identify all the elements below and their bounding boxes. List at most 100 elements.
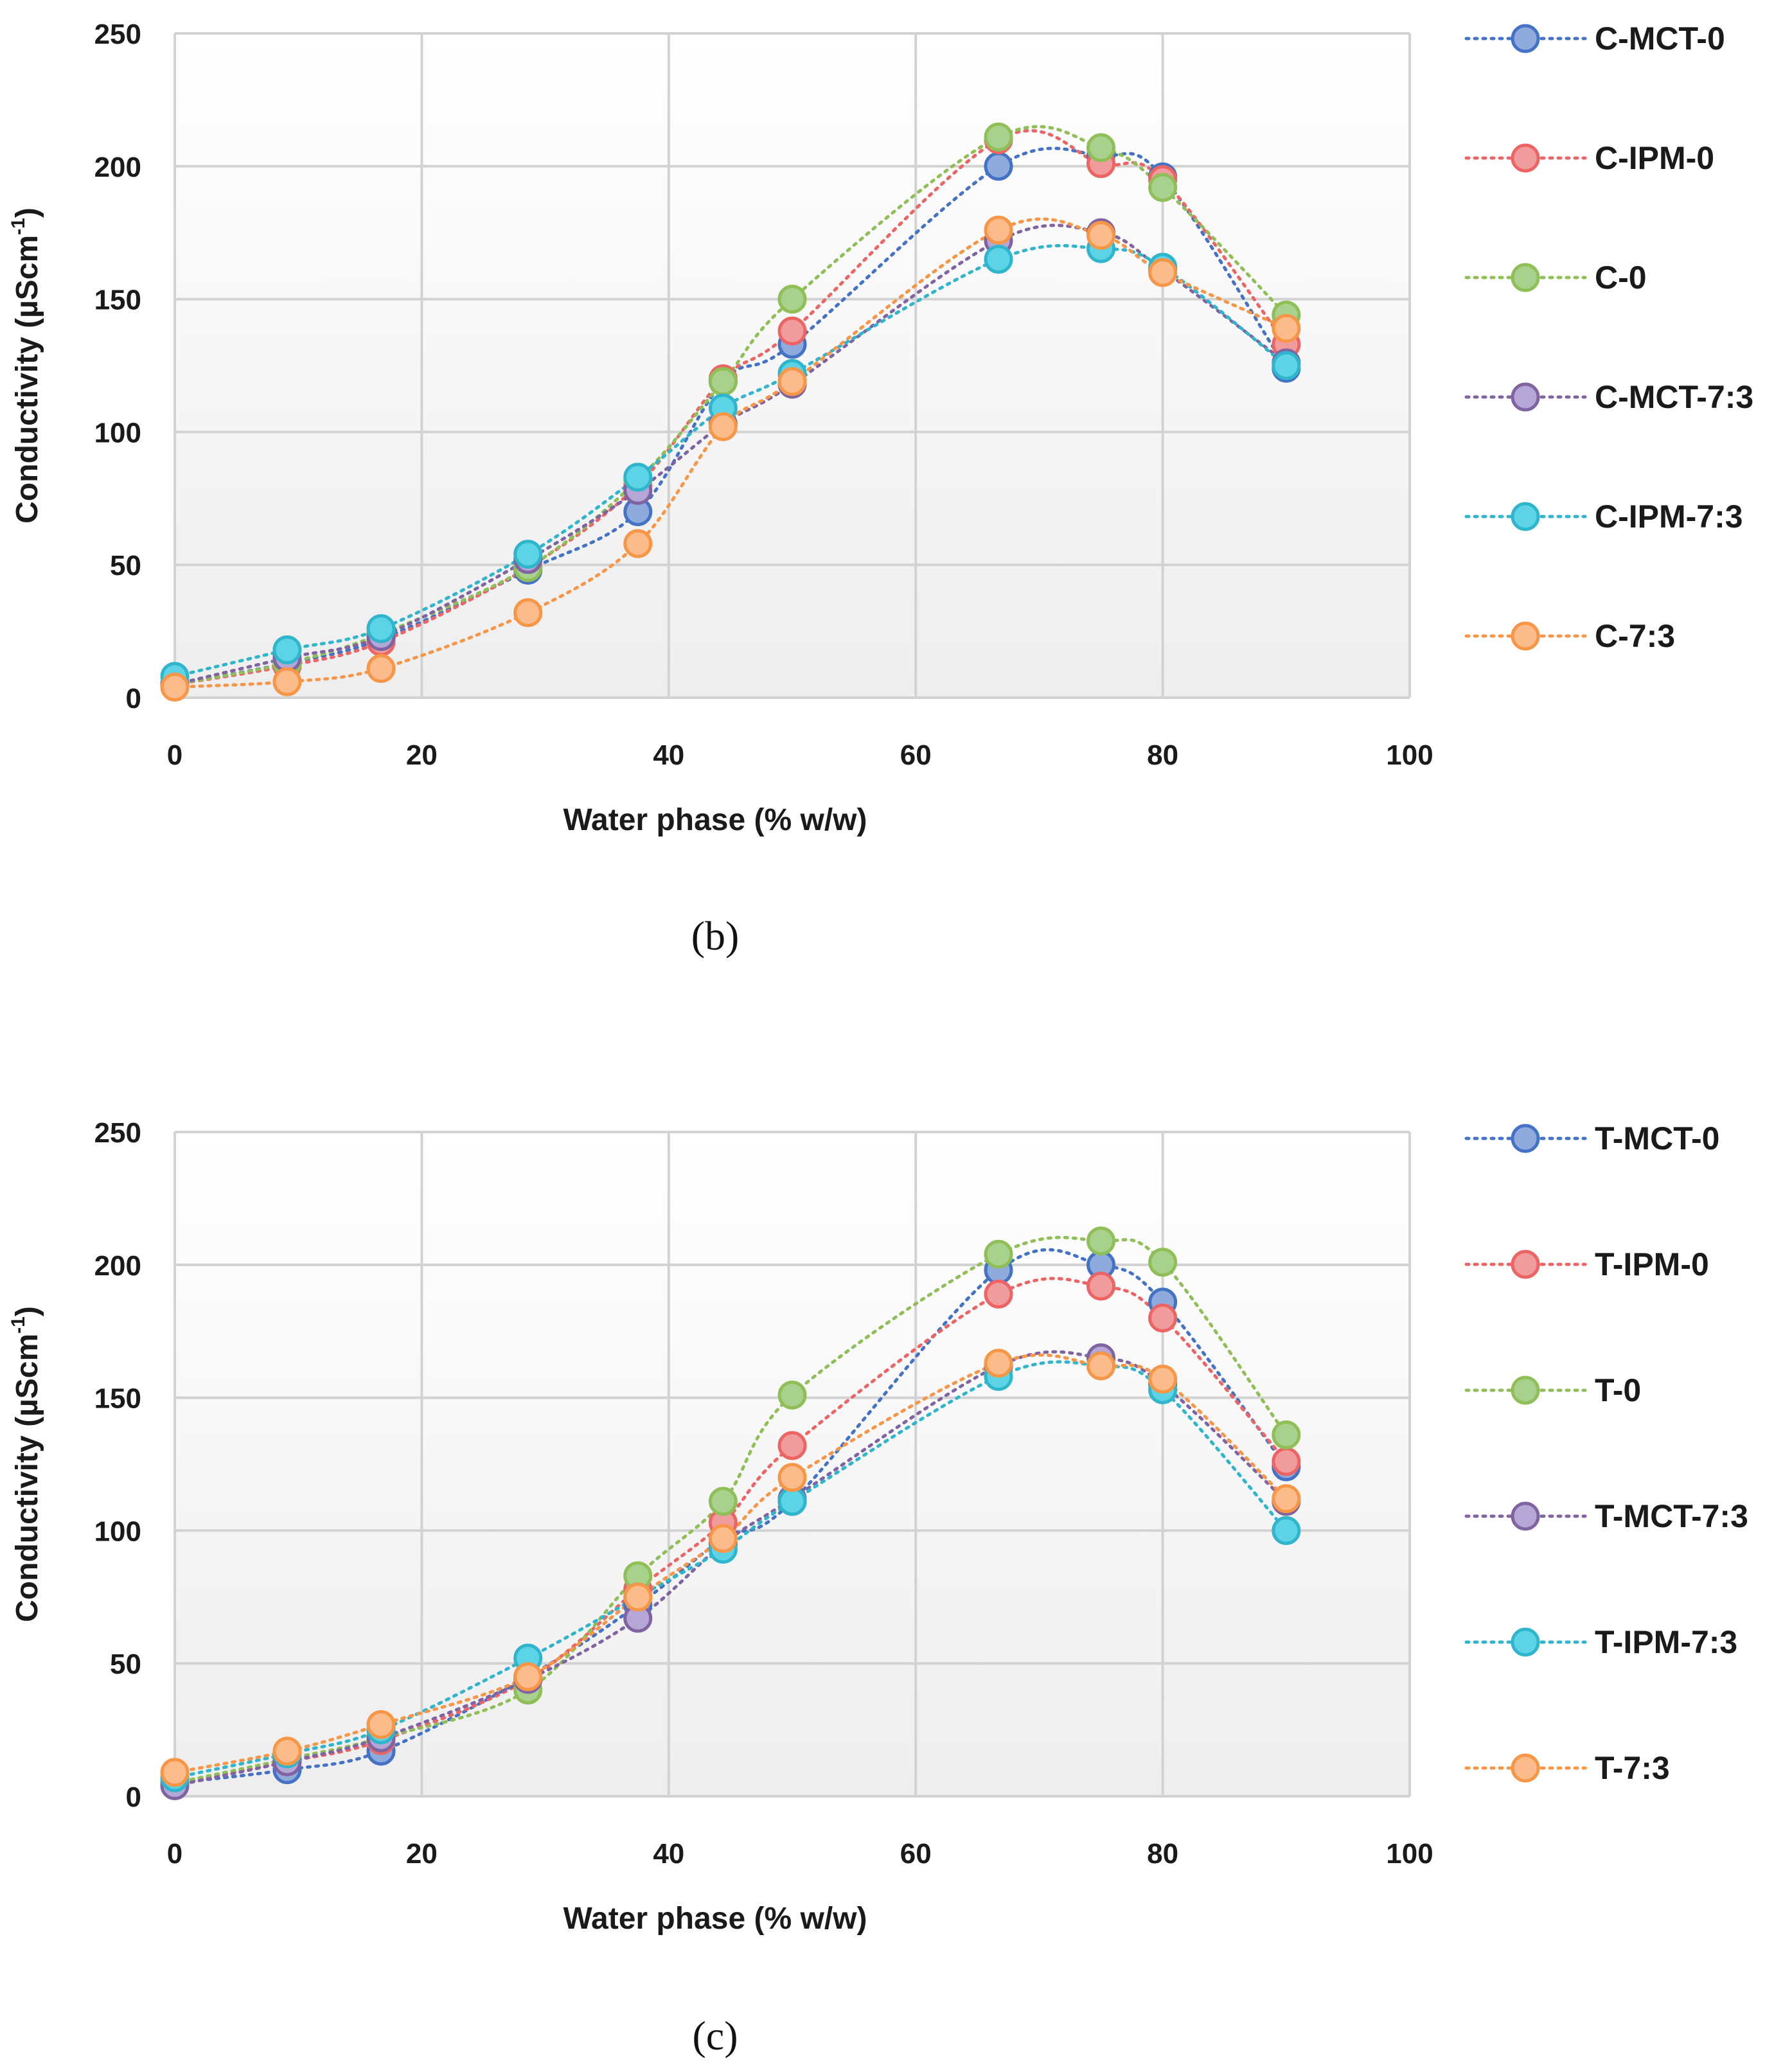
data-point	[366, 614, 396, 643]
x-tick-label: 40	[653, 1838, 684, 1870]
data-point	[708, 1487, 738, 1516]
x-tick-label: 0	[167, 1838, 182, 1870]
x-tick-label: 20	[406, 739, 438, 771]
data-point	[1087, 1271, 1115, 1301]
legend-entry: C-MCT-0	[1464, 21, 1725, 57]
data-point	[1087, 133, 1115, 163]
data-point	[160, 672, 190, 702]
legend-entry: T-0	[1464, 1372, 1641, 1408]
data-point	[1087, 220, 1115, 250]
y-tick-label: 50	[110, 1649, 141, 1680]
x-tick-label: 100	[1386, 1838, 1433, 1870]
data-point	[777, 316, 807, 346]
y-axis-title-sup: -1	[8, 218, 29, 235]
legend-entry: T-IPM-7:3	[1464, 1624, 1737, 1660]
data-point	[1148, 173, 1178, 202]
data-point	[777, 1431, 807, 1460]
x-tick-label: 0	[167, 739, 182, 771]
y-axis-title: Conductivity (µScm-1)	[8, 1306, 44, 1622]
data-point	[623, 1582, 653, 1612]
data-point	[272, 635, 302, 665]
x-tick-label: 80	[1147, 739, 1178, 771]
data-point	[366, 1710, 396, 1739]
data-point	[623, 529, 653, 558]
series-line-c-mct-7-3	[173, 224, 1288, 686]
data-point	[777, 285, 807, 314]
x-tick-label: 60	[900, 739, 932, 771]
data-point	[513, 598, 543, 628]
y-tick-label: 100	[94, 417, 141, 448]
data-point	[708, 412, 738, 441]
y-axis-title-main: Conductivity (µScm	[10, 235, 44, 524]
data-point	[513, 540, 543, 569]
x-tick-label: 100	[1386, 739, 1433, 771]
legend-marker	[1511, 1753, 1540, 1783]
legend-marker	[1511, 382, 1540, 412]
data-point	[984, 1349, 1013, 1378]
y-axis-title-sup: -1	[8, 1316, 29, 1334]
data-point	[984, 245, 1013, 274]
legend-marker	[1511, 263, 1540, 292]
data-point	[1272, 351, 1301, 380]
data-point	[1148, 1304, 1178, 1333]
data-point	[984, 1279, 1013, 1309]
data-point	[708, 367, 738, 396]
legend-entry: T-IPM-0	[1464, 1246, 1709, 1282]
chart-panel-b: 0 20 40 60 80 100 0 50 100 150 200 250 Water phase (…	[8, 19, 1753, 959]
data-point	[1272, 314, 1301, 343]
data-point	[777, 367, 807, 396]
x-tick-label: 80	[1147, 1838, 1178, 1870]
legend-marker	[1511, 1124, 1540, 1153]
y-tick-label: 0	[126, 1782, 141, 1813]
data-point	[984, 152, 1013, 181]
data-point	[272, 667, 302, 696]
legend-label: T-MCT-0	[1595, 1120, 1719, 1156]
legend-label: T-IPM-7:3	[1595, 1624, 1737, 1660]
data-point	[513, 1662, 543, 1692]
legend-label: C-MCT-0	[1595, 21, 1725, 57]
legend-entry: C-IPM-0	[1464, 140, 1714, 176]
y-tick-label: 200	[94, 1250, 141, 1282]
legend-marker	[1511, 24, 1540, 53]
legend-label: C-0	[1595, 260, 1647, 296]
data-point	[777, 1487, 807, 1516]
data-point	[984, 1239, 1013, 1269]
y-tick-label: 150	[94, 285, 141, 316]
x-axis-title: Water phase (% w/w)	[563, 1902, 867, 1936]
data-point	[160, 1758, 190, 1787]
legend-entry: T-MCT-0	[1464, 1120, 1719, 1156]
legend-label: T-0	[1595, 1372, 1641, 1408]
x-tick-label: 20	[406, 1838, 438, 1870]
legend-entry: T-MCT-7:3	[1464, 1498, 1748, 1534]
legend-label: C-IPM-7:3	[1595, 499, 1743, 535]
y-axis-title-end: )	[10, 208, 44, 218]
y-tick-label: 250	[94, 19, 141, 50]
legend-marker	[1511, 143, 1540, 173]
legend-label: C-IPM-0	[1595, 140, 1714, 176]
x-tick-label: 60	[900, 1838, 932, 1870]
series-markers-t-7-3	[160, 1349, 1301, 1787]
legend-entry: C-MCT-7:3	[1464, 379, 1753, 415]
y-axis-title-main: Conductivity (µScm	[10, 1334, 44, 1622]
legend-marker	[1511, 621, 1540, 651]
data-point	[1148, 258, 1178, 287]
x-tick-label: 40	[653, 739, 684, 771]
legend-label: T-IPM-0	[1595, 1246, 1709, 1282]
data-point	[1272, 1484, 1301, 1514]
legend-entry: T-7:3	[1464, 1750, 1670, 1786]
legend-marker	[1511, 1375, 1540, 1405]
y-axis-title: Conductivity (µScm-1)	[8, 208, 44, 524]
y-tick-label: 100	[94, 1516, 141, 1547]
data-point	[984, 215, 1013, 245]
y-tick-label: 50	[110, 550, 141, 581]
y-tick-label: 0	[126, 683, 141, 714]
y-tick-label: 200	[94, 152, 141, 183]
data-point	[1272, 1447, 1301, 1476]
data-point	[708, 1524, 738, 1553]
legend-label: T-7:3	[1595, 1750, 1670, 1786]
legend-entry: C-IPM-7:3	[1464, 499, 1743, 535]
legend-entry: C-0	[1464, 260, 1647, 296]
legend-marker	[1511, 1501, 1540, 1531]
panel-label: (b)	[691, 913, 740, 959]
data-point	[272, 1737, 302, 1766]
